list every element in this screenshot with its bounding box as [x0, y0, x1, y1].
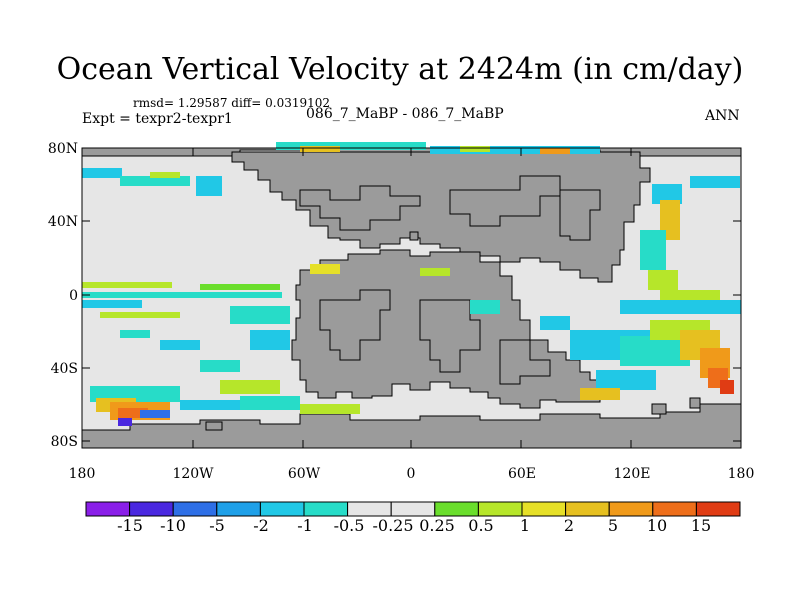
patch: [200, 360, 240, 372]
colorbar-label: 0.25: [419, 516, 455, 535]
patch: [160, 340, 200, 350]
colorbar-label: 10: [646, 516, 668, 535]
colorbar-swatch: [259, 501, 305, 517]
patch: [720, 380, 734, 394]
patch: [180, 400, 240, 410]
colorbar-label: -0.25: [372, 516, 414, 535]
patch: [120, 176, 190, 186]
velocity-patches: [82, 142, 741, 426]
season-label: ANN: [705, 108, 740, 124]
lon-label-120w: 120W: [172, 466, 214, 482]
colorbar-swatch: [303, 501, 349, 517]
coastline-contours: [299, 175, 601, 385]
lat-label-80s: 80S: [50, 434, 78, 450]
colorbar-swatch: [434, 501, 479, 517]
lon-label-0: 0: [406, 466, 416, 482]
colorbar-label: -15: [117, 516, 143, 535]
patch: [200, 284, 280, 290]
patch: [540, 148, 570, 154]
patch: [140, 410, 170, 418]
lat-label-40n: 40N: [47, 214, 78, 230]
patch: [82, 282, 172, 288]
colorbar-label: 5: [607, 516, 619, 535]
patch: [640, 230, 666, 270]
lat-label-40s: 40S: [50, 361, 78, 377]
rmsd-diff-stats: rmsd= 1.29587 diff= 0.0319102: [133, 96, 331, 110]
colorbar-swatch: [695, 501, 741, 517]
patch: [118, 418, 132, 426]
colorbar-swatch: [347, 501, 392, 517]
colorbar-swatch: [521, 501, 567, 517]
colorbar-swatch: [172, 501, 218, 517]
lat-label-80n: 80N: [47, 141, 78, 157]
colorbar-label: 2: [563, 516, 575, 535]
patch: [540, 316, 570, 330]
patch: [648, 270, 678, 290]
colorbar-swatch: [477, 501, 523, 517]
patch: [652, 184, 682, 204]
patch: [230, 306, 290, 324]
patch: [300, 404, 360, 414]
lon-label-60e: 60E: [507, 466, 537, 482]
colorbar-label: 15: [690, 516, 712, 535]
colorbar-label: -2: [253, 516, 269, 535]
colorbar-label: -5: [209, 516, 225, 535]
colorbar-label: -0.5: [333, 516, 365, 535]
patch: [100, 312, 180, 318]
colorbar-label: 0.5: [468, 516, 494, 535]
colorbar-swatch: [390, 501, 436, 517]
colorbar-swatch: [216, 501, 261, 517]
patch: [82, 168, 122, 178]
experiment-label: Expt = texpr2-texpr1: [82, 111, 233, 127]
axis-ticks: [82, 147, 741, 448]
lon-label-60w: 60W: [287, 466, 321, 482]
patch: [120, 330, 150, 338]
lat-label-eq: 0: [69, 288, 78, 304]
colorbar: [85, 501, 741, 517]
map-title: Ocean Vertical Velocity at 2424m (in cm/…: [56, 52, 744, 87]
patch: [150, 172, 180, 178]
patch: [580, 388, 620, 400]
patch: [660, 290, 720, 300]
colorbar-label: -10: [160, 516, 186, 535]
island-4: [205, 421, 223, 431]
patch: [82, 300, 142, 308]
patch: [690, 176, 740, 188]
island-1: [409, 231, 419, 241]
island-3: [689, 397, 701, 409]
colorbar-label: 1: [519, 516, 531, 535]
patch: [420, 268, 450, 276]
patch: [460, 146, 490, 152]
patch: [250, 330, 290, 350]
patch: [240, 396, 300, 410]
patch: [620, 300, 741, 314]
patch: [276, 142, 426, 150]
island-2: [651, 403, 667, 415]
patch: [596, 370, 656, 390]
lon-label-180e: 180: [727, 466, 755, 482]
lon-label-180w: 180: [68, 466, 96, 482]
patch: [310, 264, 340, 274]
colorbar-swatch: [565, 501, 610, 517]
case-label: 086_7_MaBP - 086_7_MaBP: [306, 106, 504, 122]
colorbar-swatch: [85, 501, 131, 517]
colorbar-swatch: [608, 501, 654, 517]
patch: [620, 336, 690, 366]
colorbar-swatch: [129, 501, 174, 517]
patch: [82, 292, 282, 298]
patch: [430, 146, 600, 154]
lon-label-120e: 120E: [613, 466, 651, 482]
patch: [300, 146, 340, 152]
patch: [220, 380, 280, 394]
colorbar-swatch: [652, 501, 697, 517]
colorbar-label: -1: [297, 516, 313, 535]
patch: [118, 408, 148, 418]
patch: [196, 176, 222, 196]
patch: [470, 300, 500, 314]
